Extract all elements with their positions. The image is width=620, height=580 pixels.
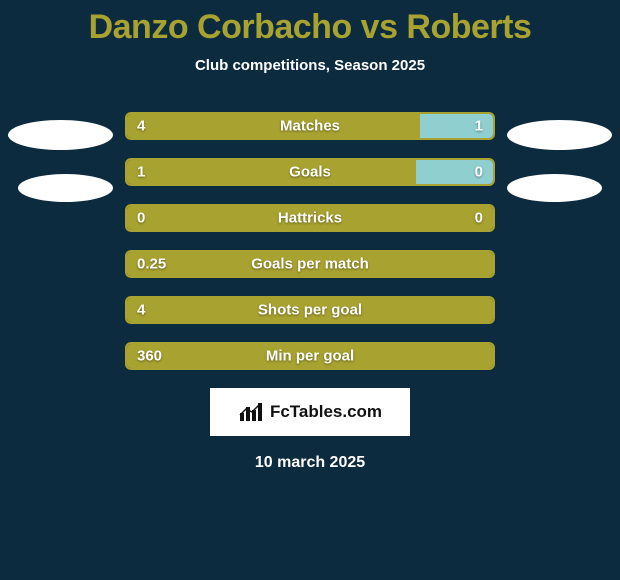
bar-left-value: 0 bbox=[137, 210, 145, 227]
bar-left-fill bbox=[127, 114, 420, 138]
source-badge-text: FcTables.com bbox=[270, 402, 382, 422]
bar-category-label: Matches bbox=[280, 118, 340, 135]
bar-category-label: Hattricks bbox=[278, 210, 342, 227]
bar-right-value: 0 bbox=[475, 210, 483, 227]
page-title: Danzo Corbacho vs Roberts bbox=[0, 0, 620, 47]
bar-left-fill bbox=[127, 160, 416, 184]
bar-left-value: 0.25 bbox=[137, 256, 166, 273]
comparison-row: 1 Goals 0 bbox=[125, 158, 495, 186]
comparison-row: 0 Hattricks 0 bbox=[125, 204, 495, 232]
comparison-row: 0.25 Goals per match bbox=[125, 250, 495, 278]
bar-category-label: Goals bbox=[289, 164, 331, 181]
bar-category-label: Min per goal bbox=[266, 348, 354, 365]
bar-right-value: 1 bbox=[475, 118, 483, 135]
bar-left-value: 4 bbox=[137, 302, 145, 319]
bar-category-label: Goals per match bbox=[251, 256, 369, 273]
source-badge: FcTables.com bbox=[210, 388, 410, 436]
page-subtitle: Club competitions, Season 2025 bbox=[0, 57, 620, 74]
comparison-row: 4 Matches 1 bbox=[125, 112, 495, 140]
chart-date: 10 march 2025 bbox=[0, 454, 620, 472]
chart-icon bbox=[238, 401, 264, 423]
bar-category-label: Shots per goal bbox=[258, 302, 362, 319]
bar-left-value: 1 bbox=[137, 164, 145, 181]
comparison-row: 4 Shots per goal bbox=[125, 296, 495, 324]
bar-left-value: 4 bbox=[137, 118, 145, 135]
comparison-chart: 4 Matches 1 1 Goals 0 0 Hattricks 0 0.25 Goals per… bbox=[0, 112, 620, 370]
bar-right-value: 0 bbox=[475, 164, 483, 181]
comparison-row: 360 Min per goal bbox=[125, 342, 495, 370]
bar-left-value: 360 bbox=[137, 348, 162, 365]
